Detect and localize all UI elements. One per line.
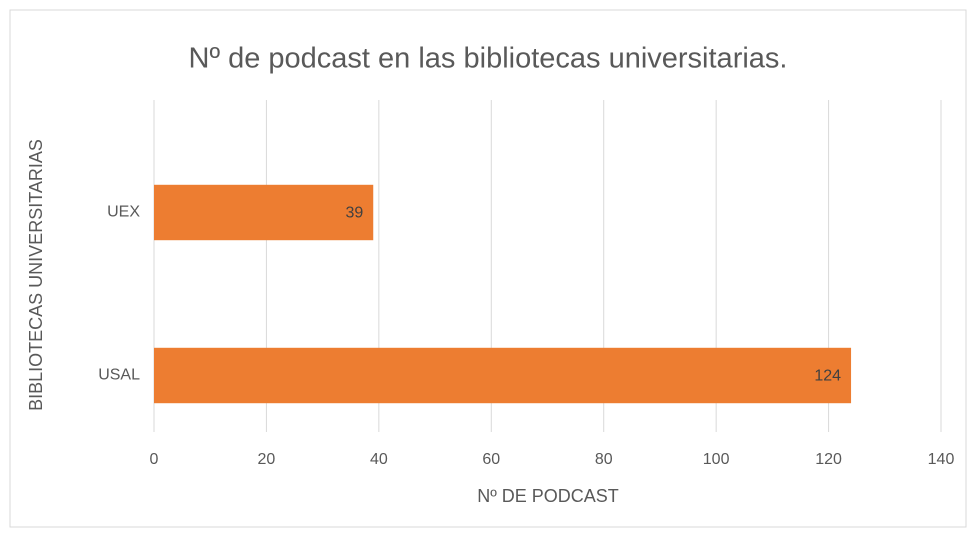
x-tick-label: 40 [370, 451, 388, 468]
y-axis-label: BIBLIOTECAS UNIVERSITARIAS [26, 139, 46, 411]
bar [154, 184, 374, 241]
x-axis-label: Nº DE PODCAST [477, 486, 619, 506]
x-tick-label: 80 [595, 451, 613, 468]
x-tick-label: 60 [482, 451, 500, 468]
data-label: 124 [814, 368, 841, 385]
x-tick-label: 0 [150, 451, 159, 468]
x-tick-label: 100 [703, 451, 730, 468]
x-tick-label: 140 [928, 451, 955, 468]
y-tick-label: USAL [98, 367, 140, 384]
y-tick-label: UEX [107, 204, 140, 221]
chart-border [9, 9, 967, 528]
data-label: 39 [345, 205, 363, 222]
x-tick-label: 20 [258, 451, 276, 468]
chart-title: Nº de podcast en las bibliotecas univers… [189, 43, 788, 75]
x-tick-label: 120 [815, 451, 842, 468]
bar [154, 347, 852, 404]
